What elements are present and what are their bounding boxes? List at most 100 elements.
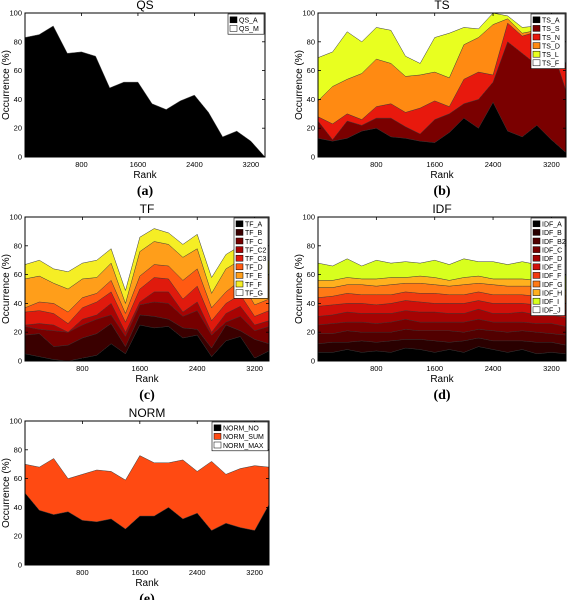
y-axis-label: Occurrence (%) <box>294 50 305 120</box>
y-tick-label: 20 <box>14 328 22 337</box>
legend-swatch <box>532 16 541 24</box>
y-tick-label: 40 <box>14 95 22 104</box>
legend-entry: QS_M <box>239 26 259 33</box>
panel-label: (a) <box>137 184 154 199</box>
y-tick-label: 100 <box>9 417 22 426</box>
legend-swatch <box>532 42 541 49</box>
legend-entry: IDF_I <box>542 299 559 306</box>
legend-entry: IDF_H <box>542 290 562 297</box>
legend-swatch <box>235 254 244 262</box>
legend-entry: IDF_J <box>542 308 561 315</box>
y-tick-label: 0 <box>18 357 22 366</box>
plot-frame <box>24 420 270 566</box>
x-tick-label: 800 <box>370 160 383 169</box>
y-tick-label: 0 <box>311 357 315 366</box>
y-tick-label: 60 <box>307 270 315 279</box>
x-tick-label: 3200 <box>246 568 263 577</box>
x-tick-label: 1600 <box>131 568 148 577</box>
panel-label: (b) <box>433 184 450 199</box>
y-tick-label: 80 <box>14 37 22 46</box>
y-tick-label: 60 <box>14 270 22 279</box>
plot-frame <box>24 12 266 158</box>
legend-entry: IDF_E <box>542 265 562 272</box>
legend-swatch <box>532 280 541 288</box>
y-tick-label: 40 <box>14 503 22 512</box>
legend-swatch <box>532 229 541 236</box>
y-tick-label: 80 <box>307 37 315 46</box>
legend-entry: IDF_B2 <box>542 239 566 246</box>
legend-swatch <box>532 50 541 58</box>
x-tick-label: 3200 <box>543 364 560 373</box>
legend-swatch <box>235 272 244 279</box>
legend-entry: TF_F <box>245 282 262 289</box>
y-tick-label: 40 <box>14 299 22 308</box>
chart-title: QS <box>136 0 153 12</box>
legend-swatch <box>532 306 541 314</box>
legend-entry: QS_A <box>239 18 258 25</box>
plot-frame <box>317 12 567 158</box>
y-tick-label: 0 <box>18 153 22 162</box>
legend-swatch <box>235 289 244 296</box>
legend-swatch <box>532 33 541 41</box>
y-axis-label: Occurrence (%) <box>1 458 12 528</box>
y-tick-label: 80 <box>14 241 22 250</box>
y-tick-label: 80 <box>14 445 22 454</box>
legend-swatch <box>532 237 541 245</box>
legend-swatch <box>213 424 222 432</box>
y-tick-label: 0 <box>18 561 22 570</box>
y-tick-label: 60 <box>307 66 315 75</box>
y-axis-label: Occurrence (%) <box>294 254 305 324</box>
legend-entry: TS_N <box>542 35 560 42</box>
chart-panel-ts: TS 0 20 40 60 80 100 800 1600 2400 3200 Rank Occurre… <box>294 0 567 199</box>
legend-entry: NORM_SUM <box>223 434 264 441</box>
legend-swatch <box>235 237 244 245</box>
y-tick-label: 20 <box>307 328 315 337</box>
y-tick-label: 40 <box>307 95 315 104</box>
legend-swatch <box>229 16 238 24</box>
chart-panel-norm: NORM 0 20 40 60 80 100 800 1600 2400 3200 Rank Occur… <box>1 406 270 600</box>
legend-entry: IDF_D <box>542 256 562 263</box>
chart-title: NORM <box>129 406 166 420</box>
legend-entry: IDF_A <box>542 222 562 229</box>
x-tick-label: 3200 <box>543 160 560 169</box>
legend-entry: IDF_B <box>542 230 562 237</box>
legend-entry: NORM_MAX <box>223 443 264 450</box>
legend-entry: TF_C2 <box>245 247 267 254</box>
legend-entry: TF_A <box>245 222 262 229</box>
legend-swatch <box>235 229 244 236</box>
x-axis-label: Rank <box>430 170 454 181</box>
legend-entry: TS_D <box>542 43 560 50</box>
legend-entry: TS_A <box>542 18 560 25</box>
x-axis-label: Rank <box>135 578 159 589</box>
legend-entry: TS_L <box>542 52 559 59</box>
y-axis-label: Occurrence (%) <box>1 254 12 324</box>
x-tick-label: 2400 <box>189 364 206 373</box>
legend-swatch <box>532 289 541 296</box>
chart-title: TF <box>140 202 155 216</box>
x-axis-label: Rank <box>135 374 159 385</box>
legend-box <box>530 13 566 69</box>
y-tick-label: 20 <box>14 124 22 133</box>
legend-entry: TF_G <box>245 290 263 297</box>
y-axis-label: Occurrence (%) <box>1 50 12 120</box>
x-axis-label: Rank <box>430 374 454 385</box>
legend-entry: TF_D <box>245 265 263 272</box>
chart-title: TS <box>434 0 449 12</box>
legend-entry: TS_S <box>542 26 560 33</box>
x-tick-label: 1600 <box>131 364 148 373</box>
panel-label: (c) <box>139 388 155 403</box>
legend-swatch <box>235 280 244 288</box>
legend-swatch <box>235 263 244 271</box>
panel-label: (d) <box>433 388 450 403</box>
x-tick-label: 3200 <box>243 160 260 169</box>
x-tick-label: 3200 <box>246 364 263 373</box>
panel-label: (e) <box>139 592 155 600</box>
x-tick-label: 2400 <box>485 160 502 169</box>
x-tick-label: 800 <box>75 160 88 169</box>
legend-swatch <box>235 246 244 253</box>
legend-swatch <box>213 441 222 449</box>
legend-swatch <box>532 254 541 262</box>
legend-entry: TF_C <box>245 239 263 246</box>
